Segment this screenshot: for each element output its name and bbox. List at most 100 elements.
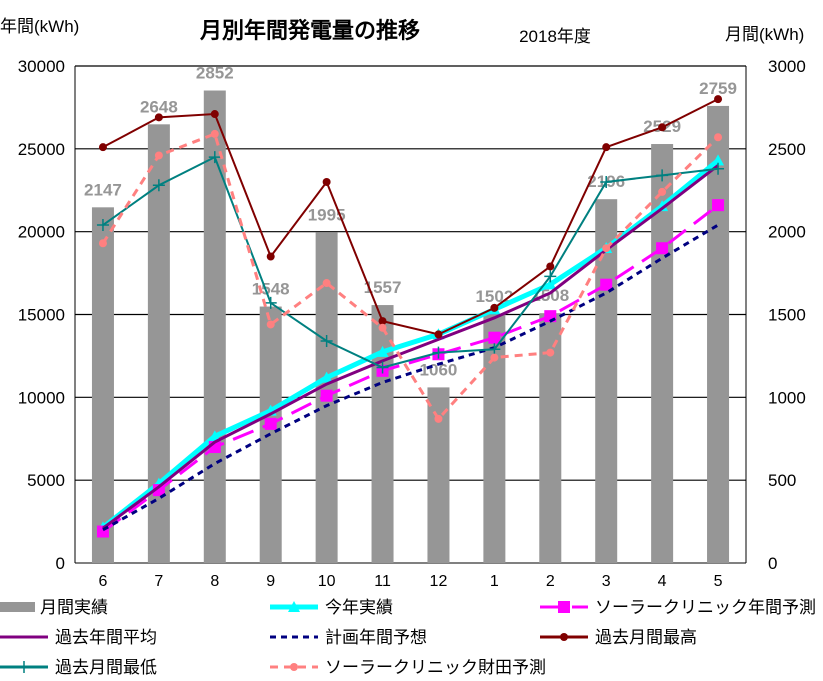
right-tick-label: 2500 bbox=[768, 140, 806, 159]
point bbox=[320, 371, 333, 383]
point bbox=[378, 317, 387, 326]
data-label: 2648 bbox=[140, 97, 178, 116]
series-line bbox=[102, 98, 719, 336]
legend-label: ソーラークリニック財田予測 bbox=[325, 658, 546, 677]
x-tick-label: 4 bbox=[658, 573, 667, 590]
point bbox=[320, 389, 333, 402]
right-axis-label: 月間(kWh) bbox=[725, 25, 804, 44]
right-tick-label: 0 bbox=[768, 554, 777, 573]
point bbox=[18, 661, 30, 673]
point bbox=[376, 361, 389, 374]
bar bbox=[371, 305, 394, 563]
series-line bbox=[101, 158, 720, 530]
point bbox=[210, 129, 219, 138]
point bbox=[560, 633, 568, 641]
left-tick-label: 30000 bbox=[18, 57, 65, 76]
legend-label: 過去年間平均 bbox=[55, 628, 157, 647]
point bbox=[546, 348, 555, 357]
point bbox=[600, 278, 613, 291]
series-line bbox=[102, 203, 719, 533]
point bbox=[656, 169, 669, 182]
legend-label: ソーラークリニック年間予測 bbox=[595, 598, 816, 617]
point bbox=[714, 133, 723, 142]
point bbox=[98, 239, 107, 248]
right-tick-label: 2000 bbox=[768, 223, 806, 242]
x-tick-label: 8 bbox=[210, 573, 219, 590]
point bbox=[290, 663, 298, 671]
point bbox=[208, 151, 221, 164]
legend-label: 今年実績 bbox=[325, 598, 393, 617]
legend-label: 計画年間予想 bbox=[325, 628, 427, 647]
x-tick-label: 9 bbox=[266, 573, 275, 590]
right-tick-label: 1000 bbox=[768, 388, 806, 407]
point bbox=[712, 154, 725, 166]
x-tick-label: 12 bbox=[430, 573, 448, 590]
left-tick-label: 0 bbox=[56, 554, 65, 573]
series-line bbox=[102, 164, 719, 530]
point bbox=[490, 303, 499, 312]
point bbox=[490, 353, 499, 362]
point bbox=[602, 244, 611, 253]
point bbox=[714, 95, 723, 104]
left-tick-label: 15000 bbox=[18, 306, 65, 325]
point bbox=[558, 601, 570, 613]
legend-label: 月間実績 bbox=[40, 598, 108, 617]
right-tick-label: 3000 bbox=[768, 57, 806, 76]
point bbox=[488, 343, 501, 356]
left-tick-label: 25000 bbox=[18, 140, 65, 159]
point bbox=[154, 151, 163, 160]
point bbox=[152, 179, 165, 192]
series-line bbox=[102, 223, 719, 532]
point bbox=[96, 219, 109, 232]
point bbox=[320, 335, 333, 348]
left-tick-label: 5000 bbox=[27, 471, 65, 490]
bar bbox=[147, 124, 170, 563]
bar bbox=[483, 314, 506, 563]
point bbox=[264, 296, 277, 309]
series-line bbox=[101, 131, 720, 422]
point bbox=[288, 601, 300, 612]
point bbox=[434, 330, 443, 339]
x-tick-label: 5 bbox=[714, 573, 723, 590]
point bbox=[434, 414, 443, 423]
point bbox=[656, 200, 669, 212]
data-label: 1060 bbox=[420, 360, 458, 379]
point bbox=[602, 143, 611, 152]
point bbox=[544, 270, 557, 283]
x-tick-label: 10 bbox=[318, 573, 336, 590]
point bbox=[488, 331, 501, 344]
x-tick-label: 7 bbox=[154, 573, 163, 590]
x-tick-label: 2 bbox=[546, 573, 555, 590]
chart-subtitle: 2018年度 bbox=[519, 27, 591, 46]
legend-swatch bbox=[0, 602, 35, 612]
right-tick-label: 500 bbox=[768, 471, 796, 490]
point bbox=[154, 113, 163, 122]
left-tick-label: 10000 bbox=[18, 388, 65, 407]
point bbox=[546, 262, 555, 271]
left-tick-label: 20000 bbox=[18, 223, 65, 242]
point bbox=[210, 110, 219, 119]
series-line bbox=[102, 155, 719, 369]
data-label: 1995 bbox=[308, 205, 346, 224]
point bbox=[266, 320, 275, 329]
point bbox=[322, 279, 331, 288]
point bbox=[376, 345, 389, 357]
point bbox=[600, 175, 613, 188]
bar bbox=[427, 387, 450, 563]
chart-title: 月別年間発電量の推移 bbox=[199, 18, 420, 43]
point bbox=[152, 484, 165, 497]
point bbox=[656, 242, 669, 255]
data-label: 2852 bbox=[196, 64, 234, 83]
data-label: 2147 bbox=[84, 180, 122, 199]
point bbox=[712, 162, 725, 175]
point bbox=[322, 177, 331, 186]
point bbox=[658, 187, 667, 196]
right-tick-label: 1500 bbox=[768, 306, 806, 325]
legend-label: 過去月間最低 bbox=[55, 658, 157, 677]
data-label: 2759 bbox=[699, 79, 737, 98]
point bbox=[432, 346, 445, 359]
x-tick-label: 11 bbox=[374, 573, 391, 590]
point bbox=[208, 430, 221, 442]
